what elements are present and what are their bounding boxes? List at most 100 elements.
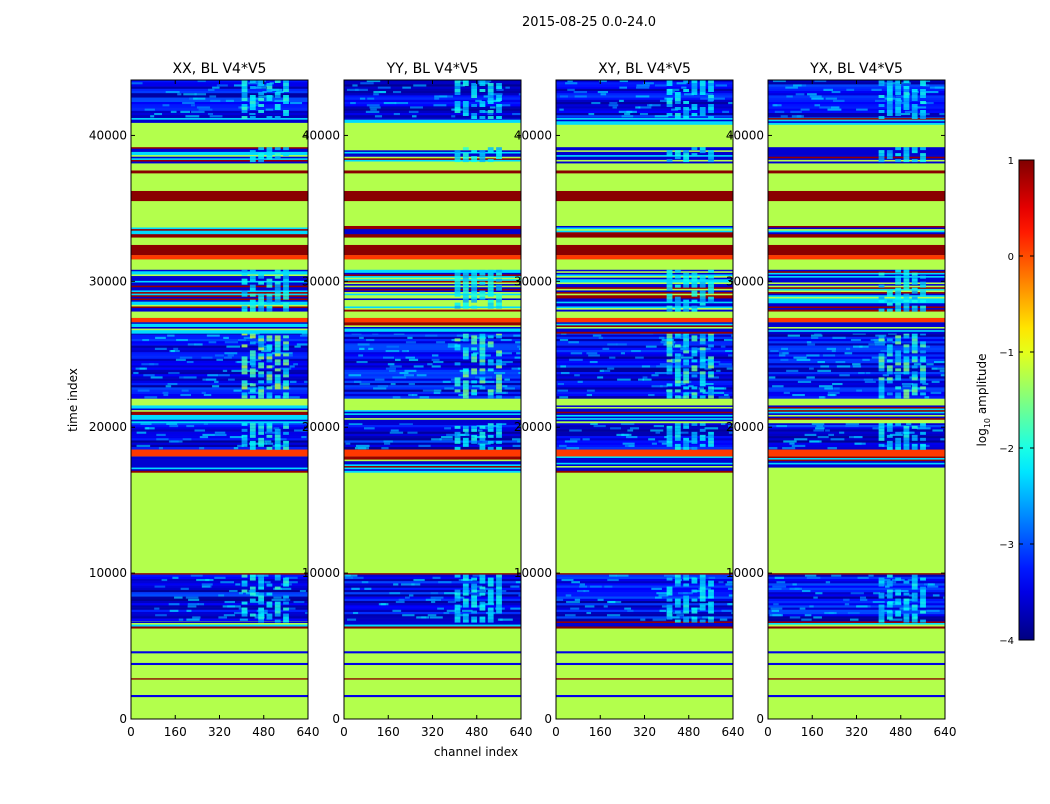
band-flagged xyxy=(344,697,521,719)
y-tick-label: 0 xyxy=(119,712,127,726)
band-flagged xyxy=(344,653,521,663)
band-stripe xyxy=(344,405,521,424)
band-orange xyxy=(768,317,945,323)
band-stripe xyxy=(556,225,733,235)
panel-title: XY, BL V4*V5 xyxy=(598,61,691,77)
band-flagged xyxy=(131,665,308,679)
band-line xyxy=(768,694,945,698)
band-stripe xyxy=(768,147,945,164)
band-stripe xyxy=(556,322,733,334)
x-tick-label: 480 xyxy=(677,725,700,739)
band-stripe xyxy=(768,405,945,424)
band-line xyxy=(131,651,308,654)
band-flagged xyxy=(131,653,308,663)
panel-4: YX, BL V4*V5 0 160 320 480 640 0 10000 20000 3000… xyxy=(726,61,957,739)
y-tick-label: 10000 xyxy=(302,566,340,580)
y-tick-label: 20000 xyxy=(302,420,340,434)
band-flagged xyxy=(768,398,945,406)
band-dark xyxy=(768,244,945,256)
band-dark xyxy=(556,233,733,238)
band-flagged xyxy=(768,470,945,574)
y-tick-label: 40000 xyxy=(89,128,127,142)
x-tick-label: 640 xyxy=(934,725,957,739)
band-noise xyxy=(556,422,733,450)
band-flagged xyxy=(344,173,521,191)
band-noise xyxy=(344,80,521,119)
x-tick-label: 160 xyxy=(589,725,612,739)
band-orange xyxy=(768,255,945,260)
y-tick-label: 20000 xyxy=(89,420,127,434)
panels-group: XX, BL V4*V5 0 160 320 480 640 0 10000 20000 3000… xyxy=(89,61,957,739)
x-tick-label: 640 xyxy=(297,725,320,739)
band-stripe xyxy=(131,456,308,473)
y-tick-label: 40000 xyxy=(302,128,340,142)
band-flagged xyxy=(344,259,521,270)
band-flagged xyxy=(131,679,308,695)
band-dark xyxy=(556,190,733,202)
band-line xyxy=(768,662,945,666)
band-orange xyxy=(131,255,308,260)
band-dark xyxy=(131,170,308,174)
band-flagged xyxy=(768,310,945,318)
band-dark xyxy=(344,233,521,238)
band-flagged xyxy=(768,173,945,191)
band-orange xyxy=(768,449,945,457)
y-tick-label: 30000 xyxy=(89,274,127,288)
band-line xyxy=(344,651,521,654)
band-flagged xyxy=(344,628,521,652)
band-flagged xyxy=(768,628,945,652)
band-stripe xyxy=(768,456,945,473)
band-flagged xyxy=(556,237,733,245)
band-stripe xyxy=(131,322,308,334)
band-dark xyxy=(556,244,733,256)
band-dark xyxy=(344,190,521,202)
band-noise xyxy=(131,422,308,450)
y-tick-label: 30000 xyxy=(726,274,764,288)
band-noise xyxy=(768,332,945,399)
panel-heatmap xyxy=(768,80,945,719)
band-dark xyxy=(344,624,521,629)
band-noise xyxy=(768,422,945,450)
band-orange xyxy=(556,317,733,323)
band-flagged xyxy=(556,310,733,318)
band-flagged xyxy=(768,653,945,663)
band-flagged xyxy=(131,123,308,148)
band-stripe xyxy=(768,322,945,334)
y-tick-label: 30000 xyxy=(302,274,340,288)
band-dark xyxy=(768,678,945,680)
band-stripe xyxy=(556,147,733,164)
x-tick-label: 480 xyxy=(465,725,488,739)
x-tick-label: 160 xyxy=(377,725,400,739)
y-tick-label: 40000 xyxy=(726,128,764,142)
band-orange xyxy=(556,449,733,457)
band-flagged xyxy=(131,237,308,245)
band-flagged xyxy=(131,201,308,226)
colorbar-gradient xyxy=(1018,159,1035,641)
colorbar-tick-label: 0 xyxy=(1008,252,1014,263)
band-noise xyxy=(556,80,733,119)
band-noise xyxy=(131,80,308,119)
band-stripe xyxy=(344,225,521,235)
x-tick-label: 0 xyxy=(340,725,348,739)
band-dark xyxy=(556,573,733,575)
panel-heatmap xyxy=(344,80,521,719)
band-flagged xyxy=(131,173,308,191)
figure-title: 2015-08-25 0.0-24.0 xyxy=(522,15,656,30)
x-tick-label: 0 xyxy=(127,725,135,739)
band-stripe xyxy=(131,147,308,164)
band-stripe xyxy=(556,116,733,125)
band-orange xyxy=(131,317,308,323)
band-flagged xyxy=(131,259,308,270)
band-noise xyxy=(344,332,521,399)
band-orange xyxy=(344,255,521,260)
x-tick-label: 320 xyxy=(421,725,444,739)
band-dark xyxy=(131,678,308,680)
band-dark xyxy=(556,170,733,174)
band-line xyxy=(556,694,733,698)
band-stripe xyxy=(556,405,733,424)
x-tick-label: 640 xyxy=(722,725,745,739)
x-tick-label: 320 xyxy=(208,725,231,739)
band-flagged xyxy=(344,161,521,171)
band-orange xyxy=(344,317,521,323)
